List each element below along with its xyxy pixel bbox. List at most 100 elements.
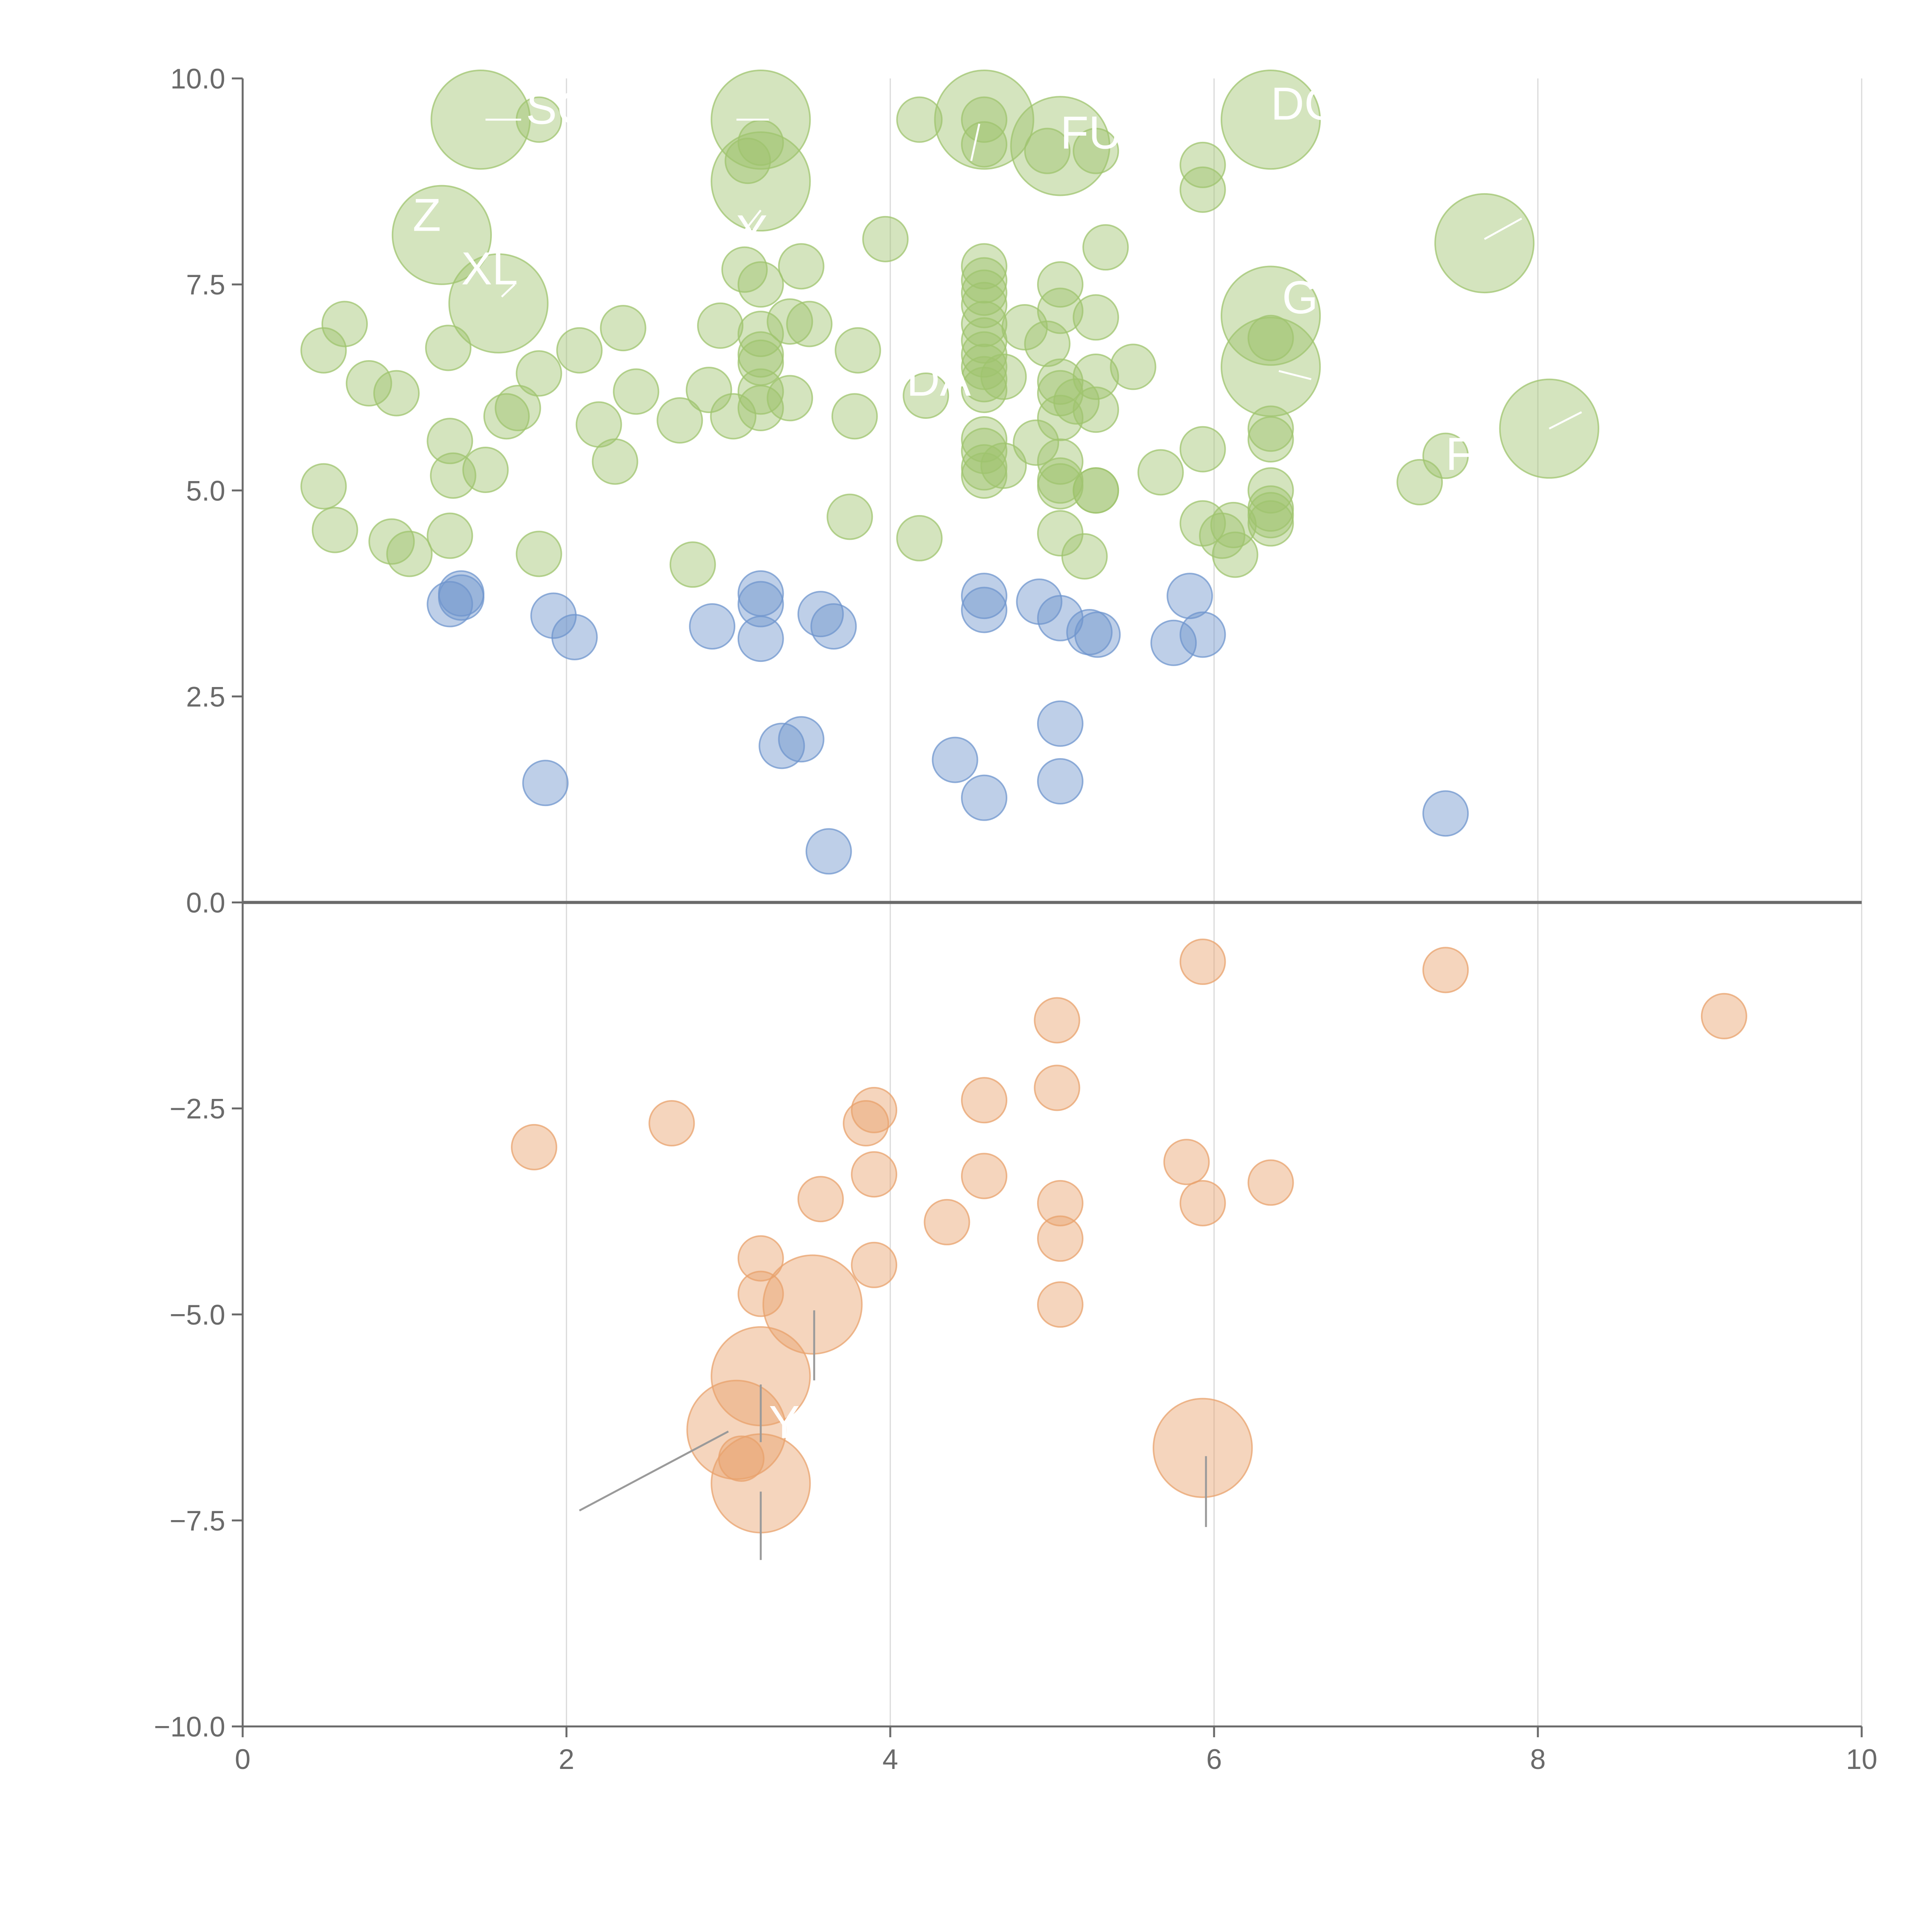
point-green-36 [786,301,833,347]
point-green-87 [1137,449,1184,496]
annotation-label-1: Z [413,189,441,241]
annotation-label-8: F [1446,428,1474,480]
point-blue-22 [1037,758,1083,805]
point-green-82 [1073,386,1119,433]
point-orange-8 [851,1151,898,1198]
point-blue-2 [438,574,485,621]
point-orange-20 [1179,1180,1226,1226]
point-blue-12 [759,723,805,769]
point-green-66 [1013,419,1060,466]
point-green-0 [300,327,347,374]
point-blue-24 [1074,611,1121,658]
point-green-37 [767,375,813,422]
point-green-59 [961,416,1008,463]
point-green-84 [1073,467,1119,514]
point-green-45 [903,372,949,419]
point-orange-11 [961,1077,1008,1124]
point-green-115 [1221,316,1321,417]
annotation-label-7: DA [906,354,971,406]
point-green-110 [711,131,811,232]
point-green-86 [1110,344,1156,390]
point-blue-14 [805,828,852,875]
annotation-label-4: FU [1060,107,1122,158]
point-orange-1 [648,1100,695,1147]
point-green-80 [1073,294,1119,341]
annotation-label-0: SC [526,82,590,134]
point-green-112 [1010,96,1111,196]
point-green-90 [1179,426,1226,473]
point-blue-10 [797,591,844,638]
point-green-81 [1073,353,1119,400]
annotations: SC Z XL Y FU DC GI DA F Y [413,78,1582,1560]
point-green-15 [515,350,562,397]
point-green-18 [613,368,660,415]
point-green-44 [896,96,943,143]
annotation-label-2: XL [461,243,518,294]
point-green-50 [961,257,1008,304]
point-green-95 [1247,315,1294,361]
point-green-2 [345,360,392,407]
point-green-94 [1212,531,1259,578]
point-green-101 [1247,500,1294,547]
point-green-116 [1434,193,1535,294]
bubble-points [300,70,1747,1534]
point-green-21 [515,531,562,577]
x-tick-label-5: 10 [1846,1744,1877,1775]
point-orange-6 [843,1100,889,1147]
point-blue-4 [551,614,598,660]
point-blue-8 [737,581,784,628]
point-blue-3 [530,592,577,639]
point-orange-15 [1037,1180,1083,1226]
point-blue-21 [1037,700,1083,747]
point-green-114 [1221,265,1321,366]
series-green [300,70,1599,588]
point-green-77 [1053,378,1100,425]
y-tick-label-4: 0.0 [186,888,225,919]
point-green-98 [1247,467,1294,514]
point-blue-28 [1422,790,1469,837]
point-green-64 [980,353,1027,400]
point-green-7 [311,507,358,553]
point-blue-18 [961,774,1008,821]
point-blue-16 [961,587,1008,633]
point-green-58 [961,367,1008,413]
point-green-25 [697,302,744,349]
point-green-4 [425,325,472,371]
point-blue-23 [1066,609,1113,656]
point-orange-5 [797,1176,844,1223]
point-green-107 [391,185,492,285]
point-orange-2 [737,1235,784,1282]
point-green-29 [737,311,784,357]
point-orange-17 [1037,1281,1083,1328]
point-blue-9 [737,616,784,662]
point-blue-17 [932,736,978,783]
point-green-75 [1037,463,1083,510]
point-green-24 [685,367,732,413]
y-tick-label-8: −10.0 [154,1711,225,1743]
point-blue-11 [810,603,857,650]
point-green-40 [862,216,909,262]
point-green-104 [1024,128,1071,174]
annotation-label-5: DC [1271,78,1338,130]
point-green-78 [1061,533,1108,580]
y-tick-label-2: 5.0 [186,475,225,507]
annotation-line-2 [501,284,515,298]
point-green-71 [1037,370,1083,417]
point-orange-9 [851,1242,898,1288]
point-green-1 [321,301,368,347]
point-green-41 [835,327,881,374]
point-orange-10 [923,1199,970,1245]
x-tick-label-2: 4 [883,1744,898,1775]
point-orange-12 [961,1153,1008,1199]
point-green-97 [1247,416,1294,463]
y-tick-label-7: −7.5 [170,1505,225,1537]
point-green-103 [1422,432,1469,479]
point-green-26 [710,393,757,440]
point-orange-18 [1163,1139,1210,1185]
point-green-96 [1247,405,1294,452]
annotation-line-9 [1484,218,1522,240]
point-green-12 [427,418,473,464]
annotation-line-11 [579,1430,729,1512]
annotation-label-11: Y [769,1396,800,1448]
